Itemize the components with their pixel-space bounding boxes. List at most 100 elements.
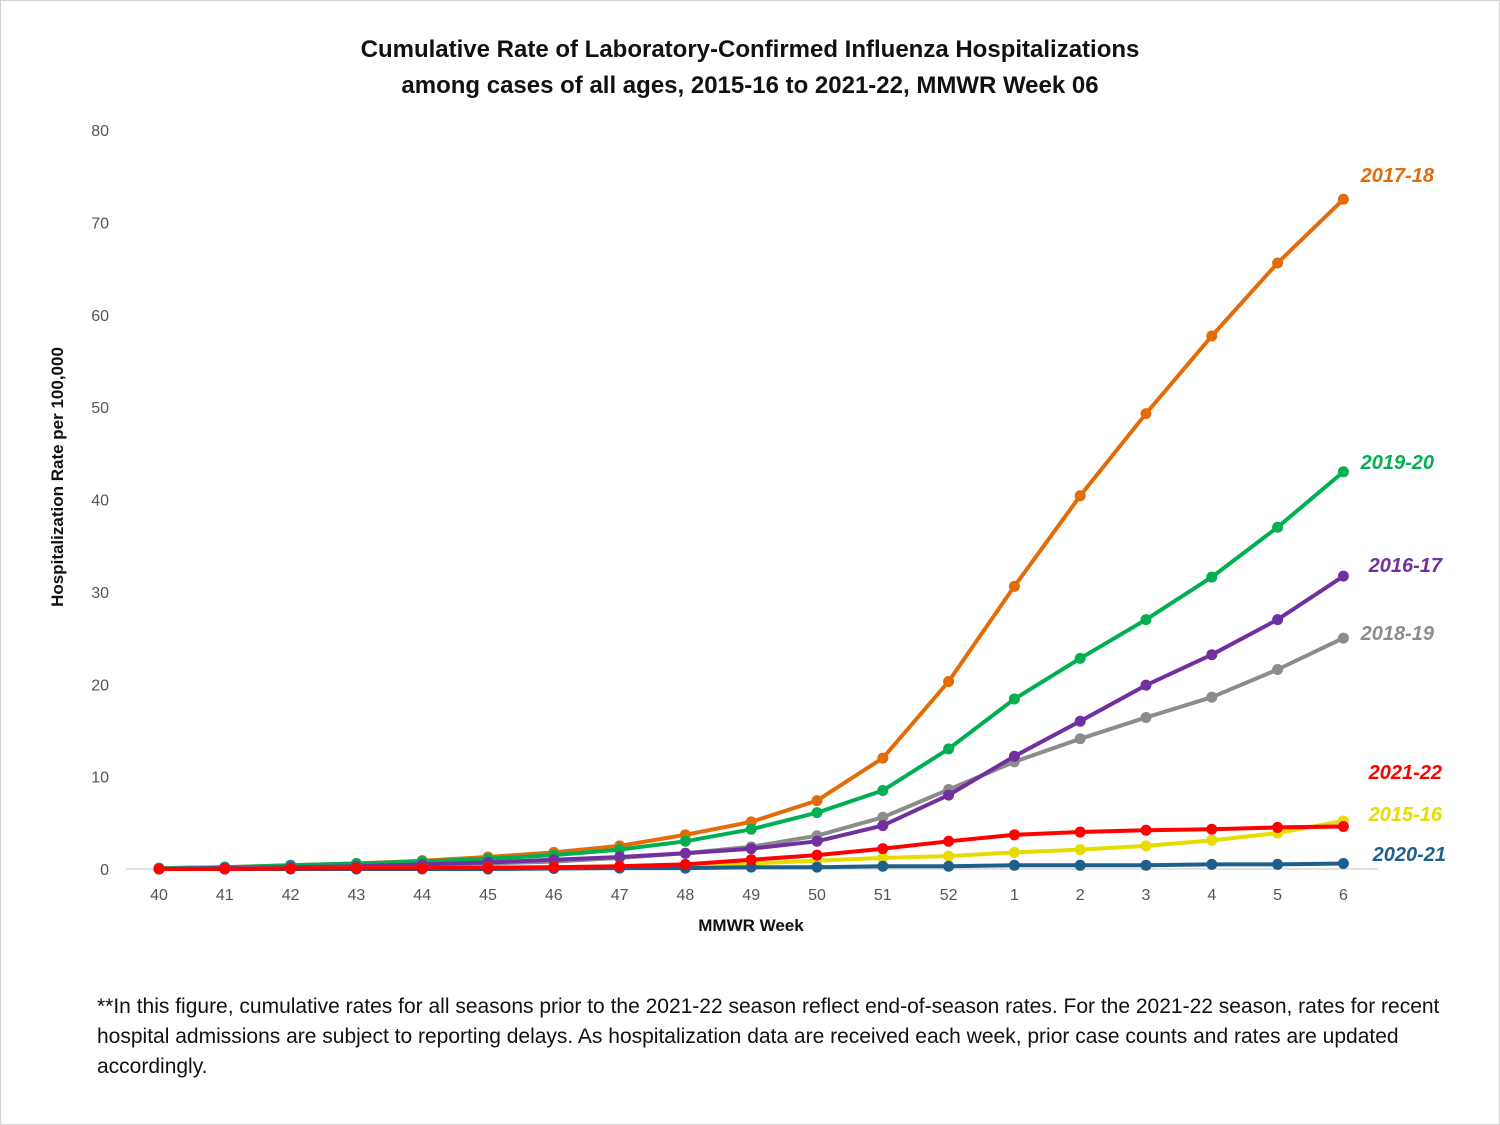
data-point-2017-18 [1140, 408, 1152, 420]
data-point-2021-22 [745, 854, 757, 866]
series-label-2018-19: 2018-19 [1360, 623, 1435, 645]
data-point-2019-20 [1272, 521, 1284, 533]
x-tick-label: 42 [282, 887, 300, 904]
data-point-2016-17 [1337, 570, 1349, 582]
data-point-2019-20 [745, 823, 757, 835]
data-point-2020-21 [1008, 859, 1020, 871]
data-point-2020-21 [877, 860, 889, 872]
data-point-2020-21 [943, 860, 955, 872]
data-point-2017-18 [943, 675, 955, 687]
series-label-2015-16: 2015-16 [1368, 804, 1443, 826]
data-point-2016-17 [1140, 679, 1152, 691]
data-point-2021-22 [1272, 821, 1284, 833]
data-point-2016-17 [745, 843, 757, 855]
data-point-2016-17 [1206, 649, 1218, 661]
data-point-2021-22 [285, 863, 297, 875]
x-tick-label: 52 [940, 887, 958, 904]
chart-title: Cumulative Rate of Laboratory-Confirmed … [0, 32, 1500, 104]
series-label-2019-20: 2019-20 [1360, 452, 1434, 474]
data-point-2019-20 [1337, 466, 1349, 478]
data-point-2019-20 [1074, 652, 1086, 664]
x-axis-title: MMWR Week [698, 916, 804, 935]
data-point-2021-22 [877, 843, 889, 855]
chart-title-line-2: among cases of all ages, 2015-16 to 2021… [401, 72, 1099, 99]
data-point-2021-22 [614, 860, 626, 872]
x-tick-label: 44 [413, 887, 431, 904]
data-point-2017-18 [1206, 330, 1218, 342]
series-label-2016-17: 2016-17 [1368, 555, 1443, 577]
data-point-2018-19 [1140, 712, 1152, 724]
x-tick-label: 47 [611, 887, 629, 904]
data-point-2019-20 [1140, 614, 1152, 626]
data-point-2021-22 [482, 862, 494, 874]
data-point-2016-17 [811, 835, 823, 847]
data-point-2015-16 [877, 852, 889, 864]
data-point-2021-22 [416, 862, 428, 874]
x-tick-label: 45 [479, 887, 497, 904]
data-point-2016-17 [1272, 614, 1284, 626]
series-label-2020-21: 2020-21 [1372, 844, 1446, 866]
x-tick-label: 46 [545, 887, 563, 904]
data-point-2017-18 [811, 795, 823, 807]
data-point-2017-18 [1272, 257, 1284, 269]
y-tick-label: 0 [100, 862, 109, 879]
series-line-2019-20 [157, 469, 1346, 871]
data-point-2018-19 [1074, 733, 1086, 745]
data-point-2015-16 [943, 850, 955, 862]
x-tick-label: 48 [677, 887, 695, 904]
y-tick-label: 50 [91, 400, 109, 417]
x-tick-label: 6 [1339, 887, 1348, 904]
data-point-2018-19 [1337, 632, 1349, 644]
y-tick-label: 30 [91, 585, 109, 602]
footnote: **In this figure, cumulative rates for a… [97, 995, 1440, 1078]
data-point-2019-20 [943, 743, 955, 755]
data-point-2018-19 [1272, 663, 1284, 675]
data-point-2016-17 [943, 789, 955, 801]
data-point-2021-22 [219, 863, 231, 875]
data-point-2021-22 [1008, 829, 1020, 841]
series-label-2021-22: 2021-22 [1368, 762, 1442, 784]
data-point-2019-20 [679, 835, 691, 847]
x-tick-label: 51 [874, 887, 892, 904]
x-tick-label: 41 [216, 887, 234, 904]
data-point-2019-20 [1206, 571, 1218, 583]
data-point-2017-18 [1337, 193, 1349, 205]
x-tick-label: 40 [150, 887, 168, 904]
data-point-2019-20 [877, 784, 889, 796]
x-tick-label: 4 [1207, 887, 1216, 904]
series-label-2017-18: 2017-18 [1360, 165, 1435, 187]
y-axis-title: Hospitalization Rate per 100,000 [48, 347, 67, 607]
data-point-2019-20 [1008, 693, 1020, 705]
y-tick-label: 70 [91, 215, 109, 232]
data-point-2021-22 [1337, 821, 1349, 833]
data-point-2021-22 [153, 863, 165, 875]
data-point-2016-17 [1008, 750, 1020, 762]
data-point-2021-22 [943, 835, 955, 847]
y-tick-label: 40 [91, 493, 109, 510]
data-point-2015-16 [1206, 834, 1218, 846]
chart-title-line-1: Cumulative Rate of Laboratory-Confirmed … [360, 36, 1140, 63]
y-tick-label: 20 [91, 677, 109, 694]
data-point-2021-22 [1206, 823, 1218, 835]
x-tick-label: 3 [1142, 887, 1151, 904]
data-point-2020-21 [1140, 859, 1152, 871]
data-point-2021-22 [1140, 824, 1152, 836]
data-point-2016-17 [1074, 715, 1086, 727]
data-point-2020-21 [1272, 858, 1284, 870]
data-point-2021-22 [1074, 826, 1086, 838]
data-point-2017-18 [1074, 490, 1086, 502]
data-point-2020-21 [1337, 857, 1349, 869]
data-point-2015-16 [1008, 846, 1020, 858]
data-point-2018-19 [877, 811, 889, 823]
x-tick-label: 50 [808, 887, 826, 904]
data-point-2019-20 [811, 807, 823, 819]
x-tick-label: 1 [1010, 887, 1019, 904]
data-point-2016-17 [614, 851, 626, 863]
x-tick-label: 5 [1273, 887, 1282, 904]
data-point-2020-21 [1206, 858, 1218, 870]
data-point-2015-16 [1074, 844, 1086, 856]
y-tick-label: 10 [91, 770, 109, 787]
series-line-2017-18 [157, 197, 1346, 871]
y-tick-label: 60 [91, 308, 109, 325]
